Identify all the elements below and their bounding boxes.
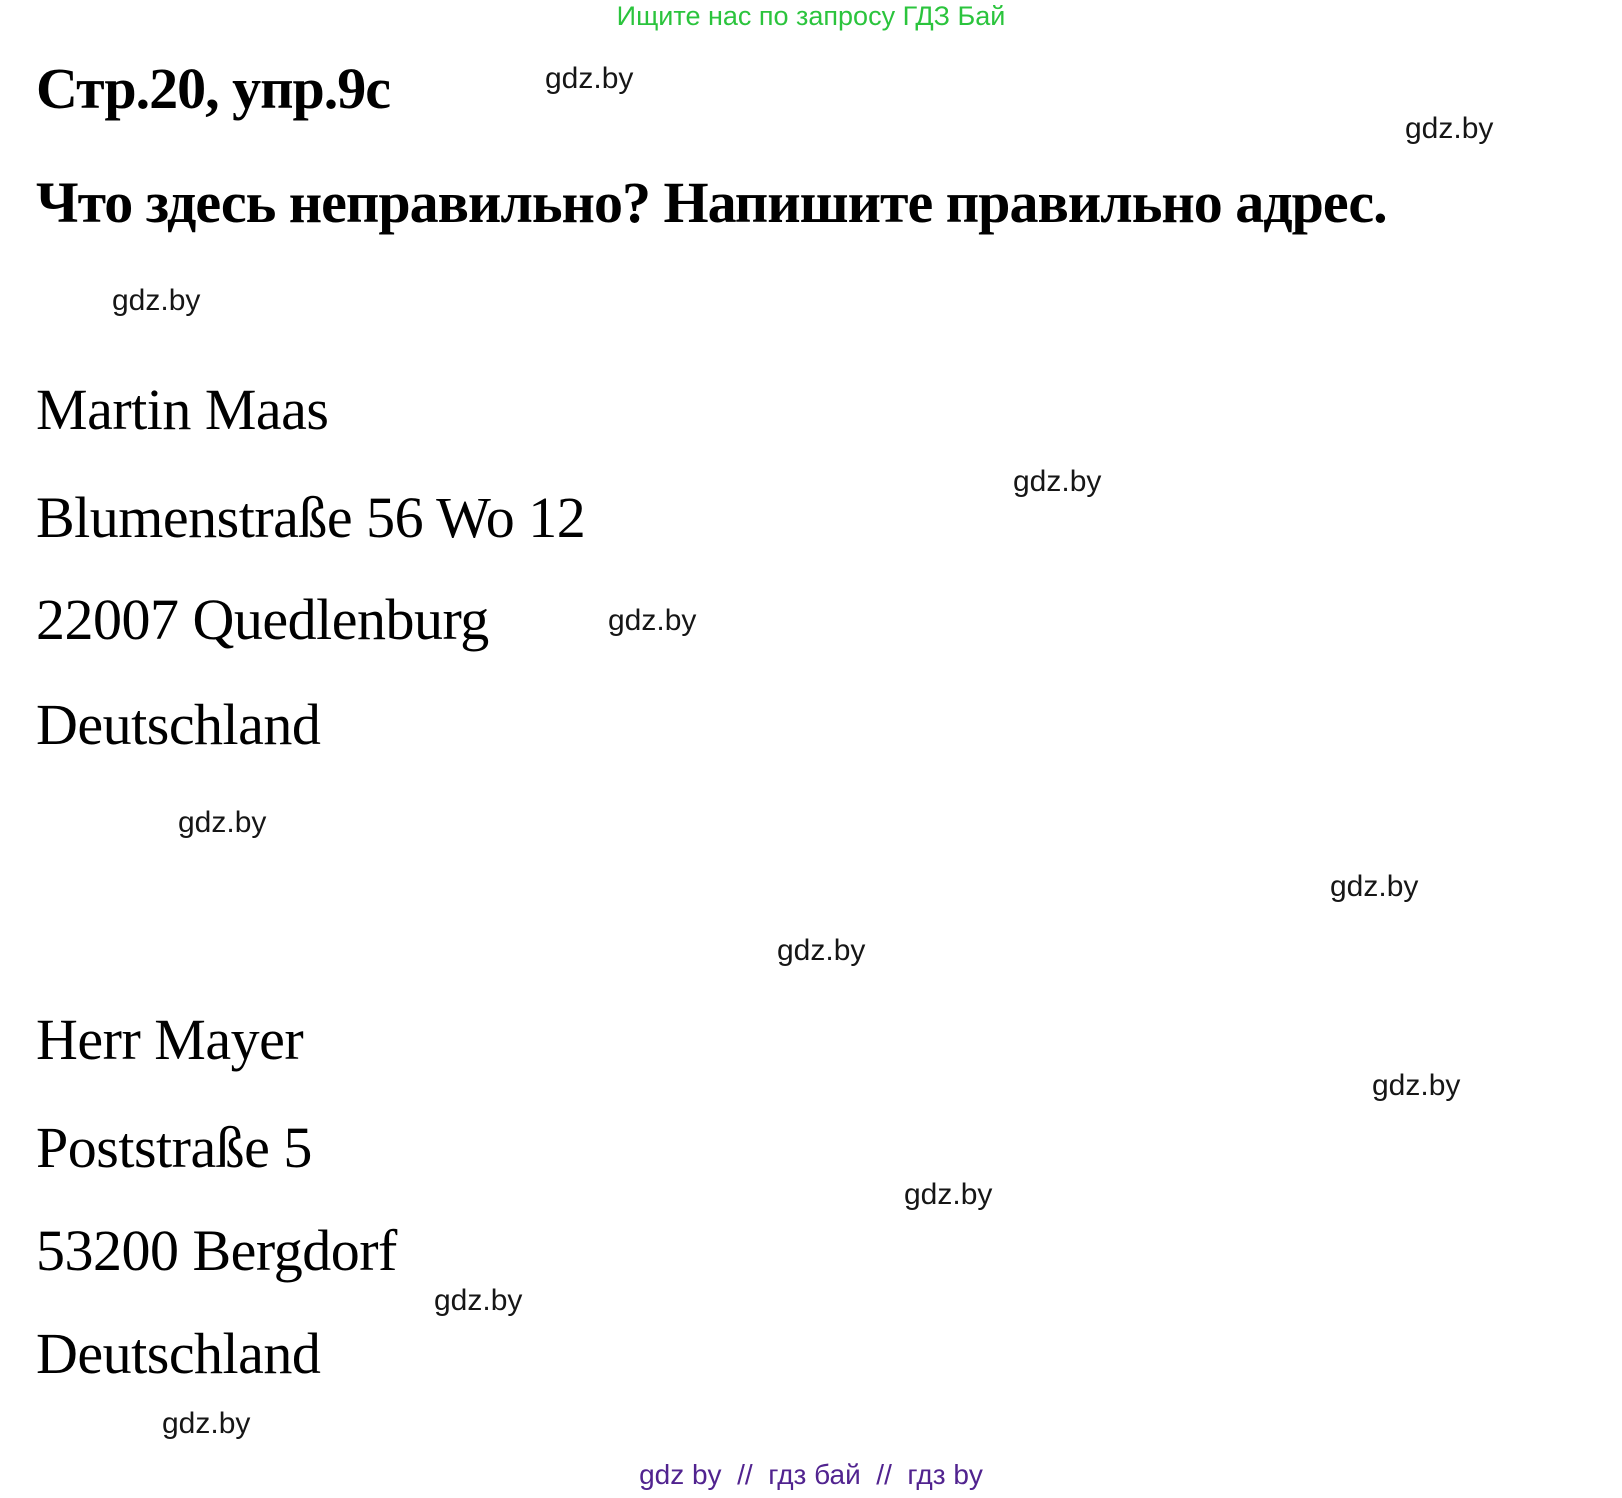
- gdz-watermark: gdz.by: [904, 1178, 993, 1211]
- gdz-watermark: gdz.by: [178, 806, 267, 839]
- address-line: Poststraße 5: [36, 1115, 312, 1180]
- gdz-watermark: gdz.by: [1372, 1069, 1461, 1102]
- address-line: Deutschland: [36, 1321, 321, 1386]
- gdz-watermark: gdz.by: [777, 934, 866, 967]
- promo-banner: Ищите нас по запросу ГДЗ Бай: [616, 1, 1006, 31]
- footer-links[interactable]: gdz by // гдз бай // гдз by: [639, 1459, 983, 1490]
- gdz-watermark: gdz.by: [162, 1407, 251, 1440]
- address-line: Blumenstraße 56 Wo 12: [36, 485, 586, 550]
- gdz-watermark: gdz.by: [112, 284, 201, 317]
- address-line: 53200 Bergdorf: [36, 1218, 397, 1283]
- gdz-watermark: gdz.by: [1013, 465, 1102, 498]
- page-title: Стр.20, упр.9c: [36, 56, 391, 121]
- address-line: Herr Mayer: [36, 1007, 304, 1072]
- gdz-watermark: gdz.by: [545, 62, 634, 95]
- gdz-watermark: gdz.by: [1330, 870, 1419, 903]
- gdz-watermark: gdz.by: [608, 604, 697, 637]
- gdz-watermark: gdz.by: [434, 1284, 523, 1317]
- address-line: Deutschland: [36, 692, 321, 757]
- gdz-watermark: gdz.by: [1405, 112, 1494, 145]
- address-line: 22007 Quedlenburg: [36, 587, 489, 652]
- task-heading: Что здесь неправильно? Напишите правильн…: [36, 170, 1388, 235]
- address-line: Martin Maas: [36, 377, 329, 442]
